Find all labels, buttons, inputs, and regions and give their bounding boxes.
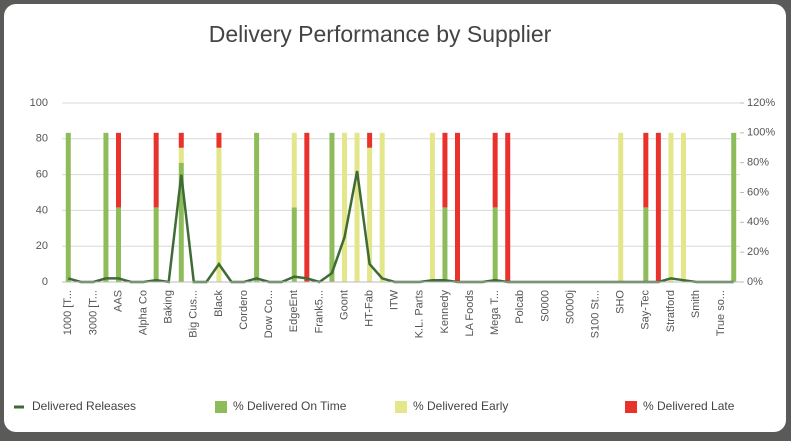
- x-tick-label: Cordero: [238, 290, 250, 330]
- bar-segment: [178, 132, 184, 148]
- x-tick-label: Stratford: [665, 290, 677, 332]
- bar-segment: [304, 132, 310, 282]
- bar-segment: [492, 132, 498, 208]
- y2-tick-label: 40%: [747, 216, 769, 228]
- bar-segment: [367, 147, 373, 282]
- x-tick-label: Baking: [163, 290, 175, 324]
- chart-title: Delivery Performance by Supplier: [209, 21, 552, 47]
- x-tick-label: S0000: [539, 290, 551, 322]
- x-tick-label: 3000 [T...: [87, 290, 99, 335]
- y2-tick-label: 20%: [747, 246, 769, 258]
- y2-tick-label: 100%: [747, 127, 775, 139]
- bar-segment: [442, 207, 448, 282]
- y2-tick-label: 0%: [747, 276, 763, 288]
- bar-segment: [643, 207, 649, 282]
- bar-segment: [216, 132, 222, 148]
- bar-segment: [342, 132, 347, 282]
- bar-segment: [116, 132, 121, 208]
- bar-segment: [216, 147, 222, 282]
- x-tick-label: AAS: [112, 290, 124, 312]
- bar-segment: [153, 207, 159, 282]
- x-tick-label: Alpha Co: [138, 290, 150, 335]
- x-tick-label: EdgeEnt: [288, 290, 300, 332]
- bar-segment: [116, 207, 121, 282]
- x-tick-label: K.L. Parts: [414, 290, 426, 339]
- bar-segment: [505, 132, 511, 282]
- legend-label: Delivered Releases: [32, 399, 136, 413]
- bar-segment: [103, 132, 109, 282]
- legend-label: % Delivered On Time: [233, 399, 347, 413]
- x-tick-label: Kennedy: [439, 290, 451, 334]
- bar-segment: [655, 132, 661, 282]
- bar-segment: [379, 132, 385, 282]
- bar-segment: [291, 132, 297, 208]
- legend-label: % Delivered Early: [413, 399, 508, 413]
- x-tick-label: Say-Tec: [640, 290, 652, 330]
- bar-segment: [455, 132, 460, 282]
- y2-tick-label: 60%: [747, 186, 769, 198]
- y2-tick-label: 120%: [747, 97, 775, 109]
- legend-swatch: [395, 401, 407, 413]
- bar-segment: [731, 132, 737, 282]
- bar-segment: [681, 132, 686, 282]
- bar-segment: [354, 132, 360, 282]
- x-tick-label: HT-Fab: [364, 290, 376, 327]
- legend-swatch: [215, 401, 227, 413]
- bar-segment: [668, 132, 674, 282]
- bar-segment: [492, 207, 498, 282]
- x-tick-label: Black: [213, 290, 225, 317]
- x-tick-label: True so...: [715, 290, 727, 336]
- x-tick-label: S0000j: [564, 290, 576, 324]
- bar-segment: [178, 162, 184, 282]
- bar-segment: [178, 147, 184, 163]
- x-tick-label: SHO: [615, 290, 627, 314]
- x-tick-label: Polcab: [514, 290, 526, 324]
- x-tick-label: 1000 [T...: [62, 290, 74, 335]
- x-tick-label: Goont: [338, 290, 350, 320]
- bar-segment: [618, 132, 624, 282]
- legend-label: % Delivered Late: [643, 399, 735, 413]
- x-tick-label: LA Foods: [464, 290, 476, 337]
- bar-segment: [367, 132, 373, 148]
- y-tick-label: 60: [36, 169, 48, 181]
- y-tick-label: 20: [36, 240, 48, 252]
- bar-segment: [153, 132, 159, 208]
- y2-tick-label: 80%: [747, 157, 769, 169]
- x-tick-label: Smith: [690, 290, 702, 318]
- y-tick-label: 0: [42, 276, 48, 288]
- bar-segment: [643, 132, 649, 208]
- x-tick-label: Mega T...: [489, 290, 501, 335]
- y-tick-label: 100: [30, 97, 48, 109]
- legend-swatch: [625, 401, 637, 413]
- bar-segment: [429, 132, 435, 282]
- y-tick-label: 80: [36, 133, 48, 145]
- x-tick-label: ITW: [389, 289, 401, 310]
- x-tick-label: Dow Co...: [263, 290, 275, 338]
- x-tick-label: Frank5...: [313, 290, 325, 333]
- bar-segment: [254, 132, 260, 282]
- x-tick-label: S100 St...: [590, 290, 602, 338]
- bar-segment: [65, 132, 71, 282]
- card: [4, 4, 786, 432]
- y-tick-label: 40: [36, 204, 48, 216]
- x-tick-label: Big Cus...: [188, 290, 200, 338]
- bar-segment: [442, 132, 448, 208]
- bar-segment: [329, 132, 335, 282]
- bar-segment: [291, 207, 297, 282]
